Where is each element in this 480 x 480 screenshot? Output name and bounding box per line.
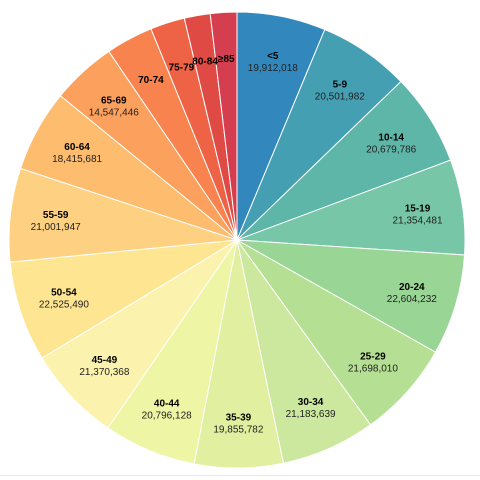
slice-label-55-59: 55-59 <box>43 210 69 221</box>
slice-label-65-69: 65-69 <box>101 96 127 107</box>
slice-value-60-64: 18,415,681 <box>52 154 102 165</box>
slice-label-20-24: 20-24 <box>399 282 425 293</box>
slice-label-15-19: 15-19 <box>405 204 431 215</box>
slice-value-50-54: 22,525,490 <box>39 300 89 311</box>
slice-value-lt5: 19,912,018 <box>248 63 298 74</box>
slice-label-25-29: 25-29 <box>360 352 386 363</box>
bottom-divider <box>0 475 480 476</box>
slice-label-75-79: 75-79 <box>169 62 195 73</box>
slice-value-45-49: 21,370,368 <box>79 367 129 378</box>
pie-slice-20-24[interactable] <box>236 239 466 353</box>
pie-slices <box>8 11 466 469</box>
slice-value-55-59: 21,001,947 <box>31 222 81 233</box>
slice-label-80-84: 80-84 <box>192 56 218 67</box>
slice-value-10-14: 20,679,786 <box>366 145 416 156</box>
slice-label-30-34: 30-34 <box>298 397 324 408</box>
slice-value-5-9: 20,501,982 <box>315 91 365 102</box>
slice-label-35-39: 35-39 <box>226 412 252 423</box>
slice-value-25-29: 21,698,010 <box>348 364 398 375</box>
slice-value-20-24: 22,604,232 <box>387 294 437 305</box>
slice-label-45-49: 45-49 <box>92 355 118 366</box>
slice-value-65-69: 14,547,446 <box>89 108 139 119</box>
slice-label-50-54: 50-54 <box>51 288 77 299</box>
slice-label-70-74: 70-74 <box>138 75 164 86</box>
pie-slice-50-54[interactable] <box>9 239 238 359</box>
pie-slice-ge85[interactable] <box>209 11 238 241</box>
slice-value-30-34: 21,183,639 <box>286 409 336 420</box>
slice-label-lt5: <5 <box>267 51 279 62</box>
pie-labels: <519,912,018 5-920,501,982 10-1420,679,786… <box>31 51 443 435</box>
slice-label-5-9: 5-9 <box>333 79 348 90</box>
slice-value-40-44: 20,796,128 <box>142 410 192 421</box>
slice-value-15-19: 21,354,481 <box>392 216 442 227</box>
slice-label-ge85: ≥85 <box>218 54 235 65</box>
slice-label-10-14: 10-14 <box>378 133 404 144</box>
slice-value-35-39: 19,855,782 <box>213 424 263 435</box>
slice-label-40-44: 40-44 <box>154 398 180 409</box>
slice-label-60-64: 60-64 <box>64 142 90 153</box>
